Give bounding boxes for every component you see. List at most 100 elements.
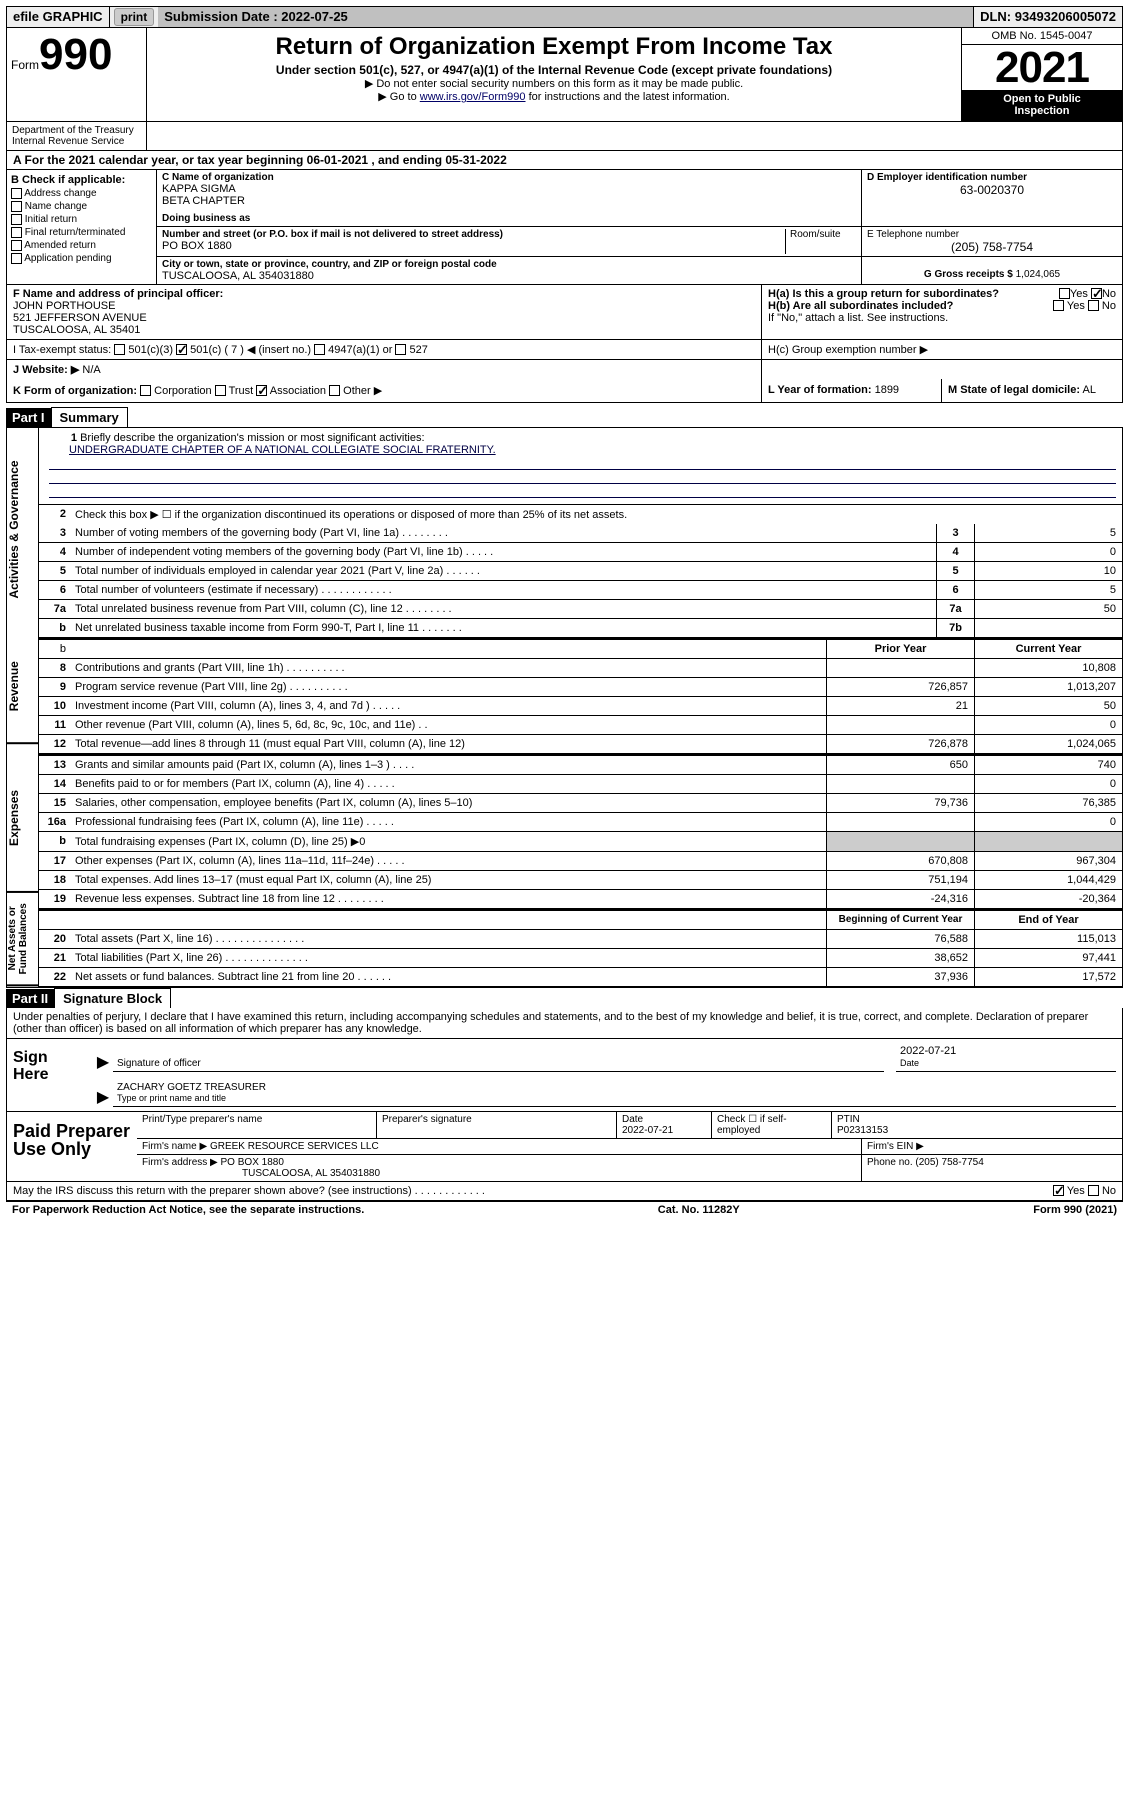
- discuss-yes-checkbox: [1053, 1185, 1064, 1196]
- F-officer: F Name and address of principal officer:…: [7, 285, 762, 339]
- print-button[interactable]: print: [114, 8, 155, 26]
- signature-block: Under penalties of perjury, I declare th…: [6, 1008, 1123, 1182]
- sidebar-revenue: Revenue: [7, 630, 38, 744]
- irs-link[interactable]: www.irs.gov/Form990: [420, 91, 526, 103]
- form-title: Return of Organization Exempt From Incom…: [150, 33, 958, 61]
- arrow-icon: ▶: [93, 1052, 113, 1072]
- summary-body: Activities & Governance Revenue Expenses…: [6, 427, 1123, 988]
- prep-self-employed: Check ☐ if self-employed: [712, 1112, 832, 1138]
- summary-line: 14Benefits paid to or for members (Part …: [39, 775, 1122, 794]
- firm-address: Firm's address ▶ PO BOX 1880 TUSCALOOSA,…: [137, 1155, 862, 1181]
- prep-date: Date2022-07-21: [617, 1112, 712, 1138]
- summary-line: 12Total revenue—add lines 8 through 11 (…: [39, 735, 1122, 754]
- sign-here-row: Sign Here ▶ Signature of officer 2022-07…: [7, 1038, 1122, 1111]
- part-1-num: Part I: [6, 408, 51, 427]
- summary-line: 6Total number of volunteers (estimate if…: [39, 581, 1122, 600]
- D-ein: D Employer identification number 63-0020…: [862, 170, 1122, 226]
- check-amended-return: Amended return: [11, 239, 152, 252]
- G-gross: G Gross receipts $ 1,024,065: [862, 257, 1122, 284]
- dept-cell: Department of the Treasury Internal Reve…: [7, 122, 147, 150]
- org-info-box: B Check if applicable: Address change Na…: [6, 170, 1123, 285]
- summary-sidebar: Activities & Governance Revenue Expenses…: [7, 428, 39, 987]
- rev-header: b Prior Year Current Year: [39, 638, 1122, 659]
- efile-label: efile GRAPHIC: [7, 7, 110, 27]
- dln-cell: DLN: 93493206005072: [974, 7, 1122, 27]
- summary-line: 9Program service revenue (Part VIII, lin…: [39, 678, 1122, 697]
- row-A: A For the 2021 calendar year, or tax yea…: [6, 151, 1123, 170]
- phone-value: (205) 758-7754: [867, 240, 1117, 254]
- L-year: L Year of formation: 1899: [762, 379, 942, 402]
- summary-line: 15Salaries, other compensation, employee…: [39, 794, 1122, 813]
- C-name: C Name of organization KAPPA SIGMA BETA …: [157, 170, 862, 226]
- discuss-row: May the IRS discuss this return with the…: [6, 1182, 1123, 1201]
- 501c-checkbox: [176, 344, 187, 355]
- col-B: B Check if applicable: Address change Na…: [7, 170, 157, 284]
- part-2-bar: Part IISignature Block: [6, 988, 1123, 1008]
- check-application-pending: Application pending: [11, 252, 152, 265]
- C-city: City or town, state or province, country…: [157, 257, 862, 284]
- form-number-cell: Form990: [7, 28, 147, 121]
- check-name-change: Name change: [11, 200, 152, 213]
- open-to-public: Open to PublicInspection: [962, 90, 1122, 120]
- J-website: J Website: ▶ N/A: [7, 360, 762, 379]
- sign-here-label: Sign Here: [7, 1039, 87, 1111]
- form-word: Form: [11, 58, 39, 72]
- summary-line: 22Net assets or fund balances. Subtract …: [39, 968, 1122, 987]
- Hc-group-exemption: H(c) Group exemption number ▶: [762, 340, 1122, 359]
- form-header: Form990 Return of Organization Exempt Fr…: [6, 28, 1123, 122]
- K-form-org: K Form of organization: Corporation Trus…: [7, 379, 762, 402]
- summary-line: 8Contributions and grants (Part VIII, li…: [39, 659, 1122, 678]
- ein-value: 63-0020370: [867, 183, 1117, 197]
- form-note-2: ▶ Go to www.irs.gov/Form990 for instruct…: [150, 90, 958, 103]
- summary-line: 11Other revenue (Part VIII, column (A), …: [39, 716, 1122, 735]
- row-FH: F Name and address of principal officer:…: [6, 285, 1123, 340]
- E-phone: E Telephone number (205) 758-7754: [862, 227, 1122, 256]
- summary-line: bTotal fundraising expenses (Part IX, co…: [39, 832, 1122, 852]
- summary-content: 1 Briefly describe the organization's mi…: [39, 428, 1122, 987]
- line-1-mission: 1 Briefly describe the organization's mi…: [39, 428, 1122, 505]
- officer-signature: Signature of officer: [113, 1056, 884, 1072]
- B-header: B Check if applicable:: [11, 173, 152, 187]
- summary-line: 17Other expenses (Part IX, column (A), l…: [39, 852, 1122, 871]
- C-address: Number and street (or P.O. box if mail i…: [157, 227, 862, 256]
- summary-line: 10Investment income (Part VIII, column (…: [39, 697, 1122, 716]
- row-I: I Tax-exempt status: 501(c)(3) 501(c) ( …: [6, 340, 1123, 360]
- form-number: 990: [39, 30, 112, 79]
- year-badge: OMB No. 1545-0047 2021 Open to PublicIns…: [962, 28, 1122, 121]
- I-status: I Tax-exempt status: 501(c)(3) 501(c) ( …: [7, 340, 762, 359]
- officer-name: ZACHARY GOETZ TREASURERType or print nam…: [113, 1080, 1116, 1107]
- H-group: H(a) Is this a group return for subordin…: [762, 285, 1122, 339]
- summary-line: 19Revenue less expenses. Subtract line 1…: [39, 890, 1122, 909]
- firm-name: Firm's name ▶ GREEK RESOURCE SERVICES LL…: [137, 1139, 862, 1154]
- check-address-change: Address change: [11, 187, 152, 200]
- prep-ptin: PTINP02313153: [832, 1112, 1122, 1138]
- part-2-title: Signature Block: [54, 988, 171, 1008]
- mission-text: UNDERGRADUATE CHAPTER OF A NATIONAL COLL…: [49, 444, 496, 456]
- sig-date: 2022-07-21Date: [896, 1043, 1116, 1072]
- submission-date: 2022-07-25: [281, 9, 348, 24]
- gross-receipts: 1,024,065: [1016, 269, 1061, 280]
- summary-line: 18Total expenses. Add lines 13–17 (must …: [39, 871, 1122, 890]
- submission-label: Submission Date :: [164, 9, 281, 24]
- summary-line: 21Total liabilities (Part X, line 26) . …: [39, 949, 1122, 968]
- sidebar-net: Net Assets or Fund Balances: [7, 893, 38, 986]
- summary-line: 13Grants and similar amounts paid (Part …: [39, 756, 1122, 775]
- prep-sig: Preparer's signature: [377, 1112, 617, 1138]
- top-bar: efile GRAPHIC print Submission Date : 20…: [6, 6, 1123, 28]
- summary-line: bNet unrelated business taxable income f…: [39, 619, 1122, 638]
- firm-phone: Phone no. (205) 758-7754: [862, 1155, 1122, 1181]
- arrow-icon: ▶: [93, 1087, 113, 1107]
- check-initial-return: Initial return: [11, 213, 152, 226]
- form-990-page: efile GRAPHIC print Submission Date : 20…: [0, 0, 1129, 1224]
- submission-cell: Submission Date : 2022-07-25: [158, 7, 974, 27]
- part-1-bar: Part ISummary: [6, 407, 1123, 427]
- summary-line: 4Number of independent voting members of…: [39, 543, 1122, 562]
- bottom-note: For Paperwork Reduction Act Notice, see …: [6, 1201, 1123, 1218]
- summary-line: 7aTotal unrelated business revenue from …: [39, 600, 1122, 619]
- tax-year: 2021: [962, 45, 1122, 90]
- form-note-1: ▶ Do not enter social security numbers o…: [150, 77, 958, 90]
- Ha-no-checkbox: [1091, 288, 1102, 299]
- preparer-row: Paid Preparer Use Only Print/Type prepar…: [7, 1111, 1122, 1181]
- row-K: K Form of organization: Corporation Trus…: [6, 379, 1123, 403]
- summary-line: 5Total number of individuals employed in…: [39, 562, 1122, 581]
